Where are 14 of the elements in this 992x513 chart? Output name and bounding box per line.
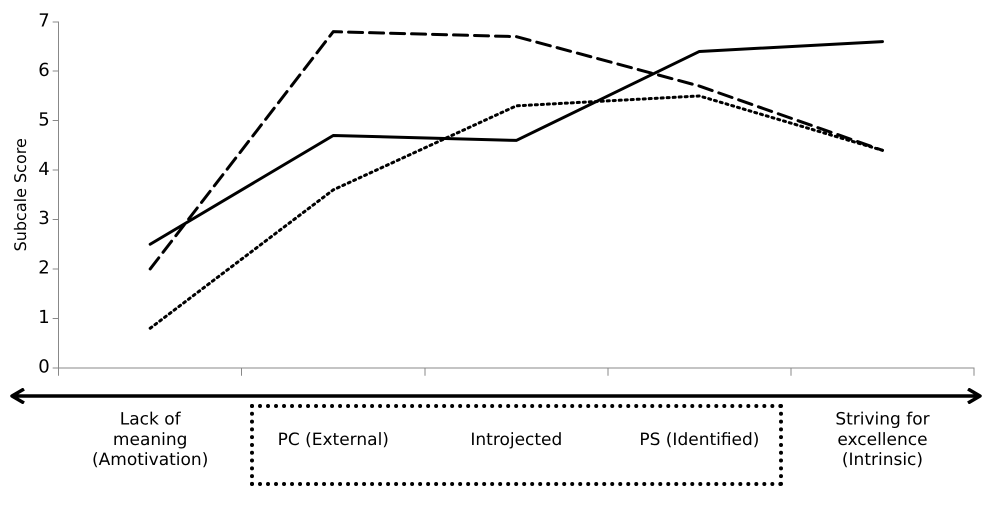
y-tick-label: 4: [38, 158, 50, 180]
y-tick-label: 2: [38, 258, 50, 279]
y-tick-label: 0: [38, 356, 50, 378]
y-tick-label: 7: [38, 10, 50, 32]
x-tick-label: Introjected: [470, 430, 562, 450]
y-axis-title: Subcale Score: [10, 138, 30, 252]
y-tick-label: 5: [38, 109, 50, 130]
y-tick-label: 3: [38, 208, 50, 230]
x-tick-label: Lack of meaning (Amotivation): [92, 409, 208, 470]
y-tick-label: 6: [38, 60, 50, 81]
x-tick-label: Striving for excellence (Intrinsic): [835, 409, 930, 470]
x-tick-label: PC (External): [278, 430, 389, 450]
y-tick-label: 1: [38, 307, 50, 328]
x-tick-label: PS (Identified): [639, 430, 760, 450]
